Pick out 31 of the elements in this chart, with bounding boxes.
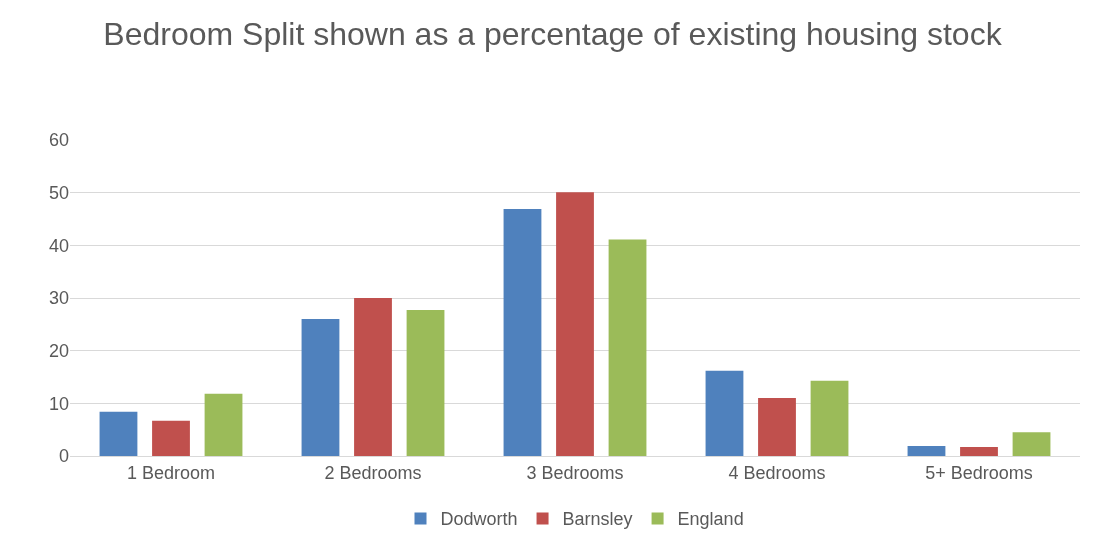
bar (99, 411, 138, 456)
y-tick-label: 30 (48, 288, 69, 309)
bar (705, 370, 744, 456)
chart-title: Bedroom Split shown as a percentage of existing housing stock (103, 15, 1003, 52)
y-tick-label: 20 (48, 340, 69, 361)
bar (608, 239, 647, 456)
bar (960, 447, 998, 456)
legend-label: England (677, 509, 744, 530)
x-tick-label: 3 Bedrooms (526, 462, 624, 483)
bar (204, 393, 243, 456)
bar (758, 398, 796, 456)
legend-label: Dodworth (440, 509, 518, 530)
x-tick-label: 1 Bedroom (126, 462, 216, 483)
bar (301, 319, 340, 456)
legend-label: Barnsley (562, 509, 633, 530)
bar (503, 208, 542, 456)
bar (556, 192, 594, 456)
y-tick-label: 40 (48, 235, 69, 256)
x-tick-label: 2 Bedrooms (324, 462, 422, 483)
bar (1012, 432, 1051, 456)
bar (810, 380, 849, 456)
bar (152, 420, 190, 456)
bar (406, 310, 445, 456)
bar (907, 445, 946, 456)
x-tick-label: 5+ Bedrooms (925, 462, 1033, 483)
y-tick-label: 50 (48, 182, 69, 203)
y-tick-label: 10 (48, 393, 69, 414)
y-tick-label: 60 (48, 130, 69, 151)
x-tick-label: 4 Bedrooms (728, 462, 826, 483)
bar (354, 298, 392, 456)
y-tick-label: 0 (58, 446, 69, 467)
